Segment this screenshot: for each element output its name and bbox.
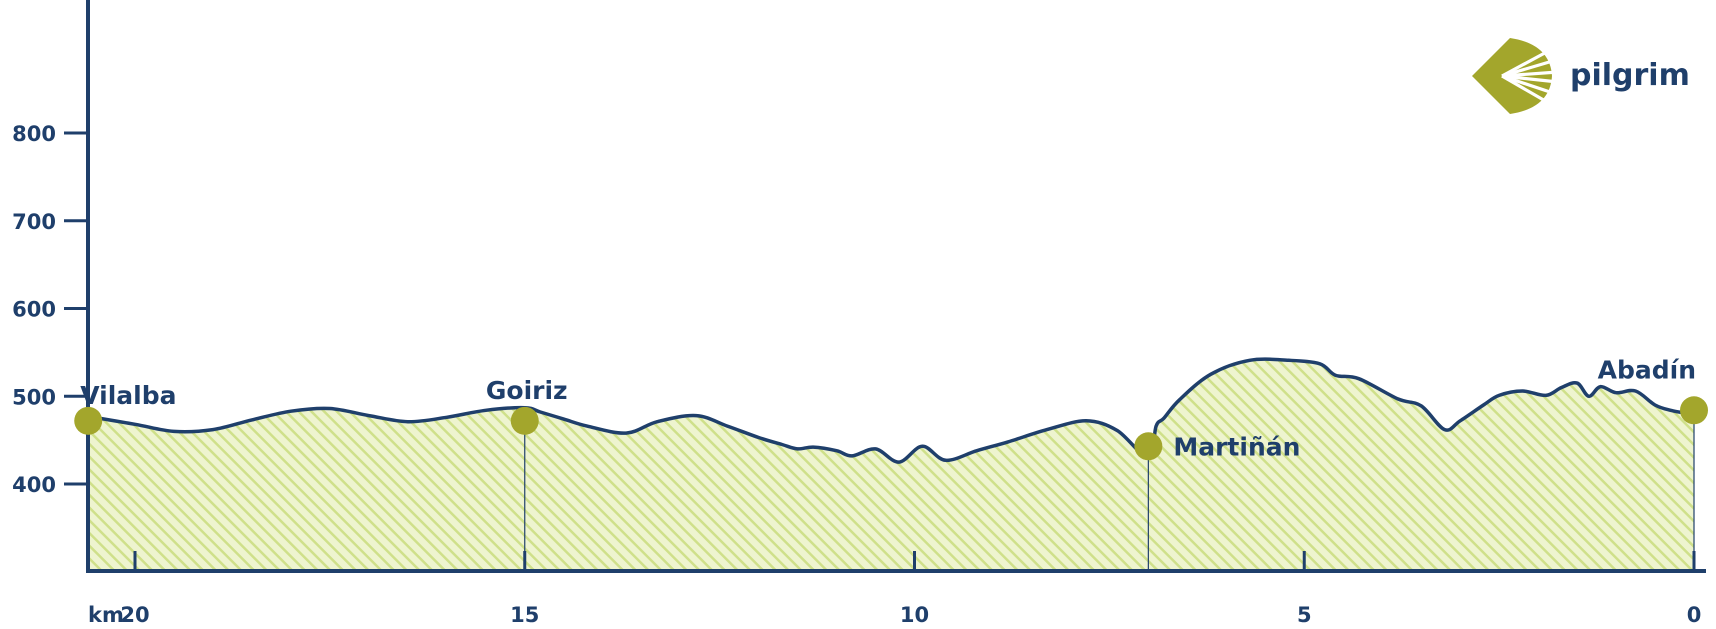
brand-name: pilgrim xyxy=(1570,58,1690,93)
scallop-shell-icon xyxy=(1472,38,1559,114)
x-tick-label-5: 5 xyxy=(1297,603,1312,627)
stop-label-vilalba: Vilalba xyxy=(80,381,176,410)
stop-marker-martiñán xyxy=(1134,432,1163,461)
y-tick-label-800: 800 xyxy=(12,122,56,146)
y-tick-label-600: 600 xyxy=(12,298,56,322)
stop-marker-abadín xyxy=(1680,396,1708,425)
stops-layer: Vilalba Goiriz Martiñán Abadín xyxy=(74,355,1708,461)
elevation-area xyxy=(88,359,1694,571)
stop-label-abadín: Abadín xyxy=(1598,355,1696,384)
elevation-line xyxy=(86,357,1696,464)
stop-marker-goiriz xyxy=(510,406,539,435)
x-axis-unit-label: km xyxy=(88,603,124,627)
x-tick-label-10: 10 xyxy=(900,603,929,627)
y-tick-label-700: 700 xyxy=(12,210,56,234)
elevation-line-layer xyxy=(86,357,1696,464)
stop-label-goiriz: Goiriz xyxy=(486,376,568,405)
brand-logo: pilgrim xyxy=(1472,38,1690,114)
elevation-area-layer xyxy=(88,359,1694,571)
x-tick-label-20: 20 xyxy=(120,603,149,627)
x-tick-label-0: 0 xyxy=(1687,603,1702,627)
x-tick-label-15: 15 xyxy=(510,603,539,627)
y-tick-label-500: 500 xyxy=(12,385,56,409)
stop-label-martiñán: Martiñán xyxy=(1173,432,1300,461)
axes-layer: 400 500 600 700 800 20 15 10 5 0 km xyxy=(12,0,1706,627)
y-tick-label-400: 400 xyxy=(12,473,56,497)
stop-marker-vilalba xyxy=(74,406,103,435)
